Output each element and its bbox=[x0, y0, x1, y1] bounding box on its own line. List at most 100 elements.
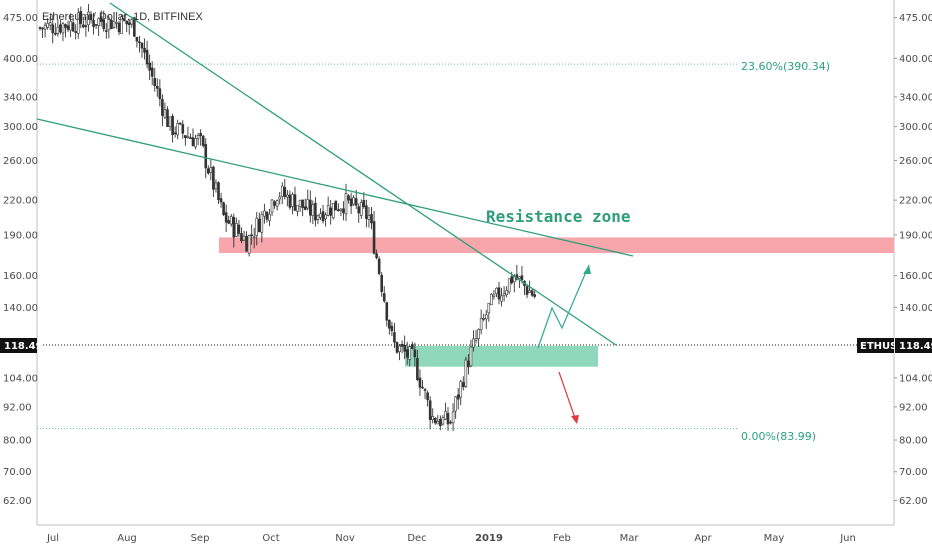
candle-down bbox=[375, 253, 378, 259]
candle-down bbox=[110, 19, 113, 30]
candle-down bbox=[265, 211, 269, 220]
candle-down bbox=[497, 287, 501, 300]
candle-down bbox=[207, 168, 210, 174]
candle-down bbox=[84, 25, 88, 27]
x-axis: Jul Aug Sep Oct Nov Dec 2019 Feb Mar Apr May Jun bbox=[46, 533, 856, 544]
candle-down bbox=[314, 202, 317, 221]
candle-up bbox=[316, 215, 320, 220]
candle-up bbox=[286, 194, 289, 198]
y-tick-label-left: 260.00 bbox=[3, 156, 38, 167]
y-tick-label-left: 70.00 bbox=[3, 467, 32, 478]
candle-up bbox=[484, 314, 488, 320]
candle-up bbox=[291, 194, 294, 207]
candle-up bbox=[252, 236, 256, 239]
candle-up bbox=[214, 182, 218, 190]
candle-up bbox=[505, 289, 508, 295]
candle-up bbox=[176, 123, 179, 136]
candle-up bbox=[518, 276, 521, 279]
candle-up bbox=[441, 417, 445, 425]
right-price-value: 118.49 bbox=[899, 341, 932, 352]
candle-down bbox=[145, 49, 149, 65]
projection-arrows bbox=[537, 264, 591, 424]
candle-down bbox=[257, 218, 261, 232]
y-tick-label-left: 340.00 bbox=[3, 92, 38, 103]
y-tick-label-right: 160.00 bbox=[899, 271, 932, 282]
candle-up bbox=[298, 199, 302, 207]
candle-down bbox=[334, 200, 338, 211]
candle-down bbox=[153, 78, 157, 87]
candle-down bbox=[347, 195, 350, 201]
candle-up bbox=[194, 138, 197, 148]
x-tick-label: Dec bbox=[407, 533, 426, 544]
candle-up bbox=[495, 287, 498, 295]
candle-down bbox=[138, 41, 141, 44]
candle-down bbox=[395, 341, 399, 353]
candle-down bbox=[161, 99, 164, 116]
candle-up bbox=[502, 293, 506, 297]
chart-title: Ethereum / Dollar, 1D, BITFINEX bbox=[42, 11, 203, 23]
support-zone bbox=[405, 345, 598, 367]
candle-down bbox=[217, 182, 220, 201]
candle-up bbox=[168, 116, 172, 127]
candle-down bbox=[191, 137, 195, 147]
y-tick-label-left: 220.00 bbox=[3, 196, 38, 207]
candle-up bbox=[459, 381, 463, 398]
y-tick-label-right: 140.00 bbox=[899, 303, 932, 314]
candle-up bbox=[247, 235, 251, 254]
y-tick-label-left: 400.00 bbox=[3, 54, 38, 65]
candle-down bbox=[349, 198, 353, 207]
left-price-badge: 118.49 bbox=[0, 338, 43, 353]
candle-up bbox=[235, 223, 238, 237]
y-tick-label-left: 92.00 bbox=[3, 402, 32, 413]
candle-up bbox=[76, 12, 80, 34]
candle-down bbox=[390, 325, 394, 332]
candle-up bbox=[472, 338, 475, 348]
fibonacci-levels: 23.60%(390.34) 0.00%(83.99) bbox=[37, 60, 830, 443]
candle-up bbox=[69, 21, 72, 31]
candle-up bbox=[444, 411, 447, 420]
candle-down bbox=[416, 357, 419, 380]
candle-down bbox=[388, 319, 391, 329]
candle-down bbox=[403, 344, 406, 352]
candle-down bbox=[449, 421, 452, 424]
fib-lower-label: 0.00%(83.99) bbox=[741, 430, 816, 443]
trendline-long bbox=[36, 118, 634, 257]
candle-down bbox=[105, 30, 108, 32]
x-tick-label: Mar bbox=[620, 533, 640, 544]
candle-down bbox=[148, 62, 151, 71]
candle-up bbox=[482, 318, 486, 320]
y-tick-label-left: 190.00 bbox=[3, 230, 38, 241]
candle-down bbox=[433, 417, 437, 424]
candle-down bbox=[125, 20, 128, 25]
candle-down bbox=[143, 47, 146, 53]
candle-down bbox=[245, 235, 248, 252]
candle-down bbox=[237, 224, 241, 234]
candle-up bbox=[512, 276, 516, 283]
resistance-zone-label: Resistance zone bbox=[486, 207, 631, 226]
trendline-steep bbox=[109, 2, 617, 346]
candle-down bbox=[421, 386, 424, 389]
candle-up bbox=[454, 396, 457, 412]
candle-up bbox=[464, 359, 468, 387]
y-tick-label-right: 475.00 bbox=[899, 13, 932, 24]
candle-down bbox=[293, 194, 297, 211]
candle-down bbox=[530, 290, 534, 296]
candle-down bbox=[127, 22, 131, 26]
x-tick-label: Nov bbox=[335, 533, 355, 544]
candle-down bbox=[64, 24, 67, 28]
candle-down bbox=[222, 202, 225, 215]
candle-up bbox=[278, 196, 282, 200]
candle-down bbox=[321, 211, 325, 222]
candle-up bbox=[352, 197, 355, 205]
candle-up bbox=[263, 210, 266, 217]
y-tick-label-left: 80.00 bbox=[3, 436, 32, 447]
candle-up bbox=[359, 202, 363, 216]
candle-down bbox=[380, 274, 384, 292]
candle-down bbox=[38, 27, 42, 29]
candle-down bbox=[158, 88, 162, 100]
candle-up bbox=[87, 11, 90, 26]
candle-down bbox=[74, 31, 77, 33]
candle-up bbox=[97, 18, 100, 26]
